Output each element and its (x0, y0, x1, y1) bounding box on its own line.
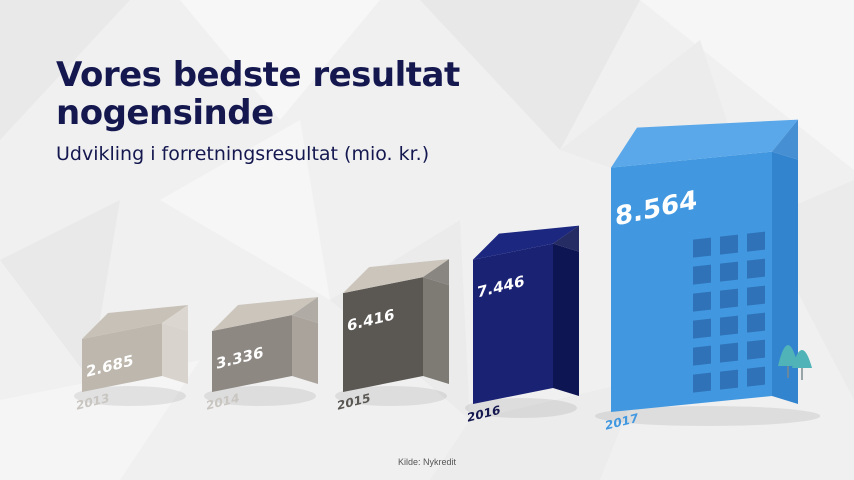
bar-roof (343, 259, 449, 294)
bar-roof (82, 304, 188, 339)
page-title: Vores bedste resultat nogensinde (56, 55, 460, 133)
bar-shadow (594, 406, 821, 426)
bar-roof-gable (772, 119, 798, 160)
bar-roof (212, 296, 318, 331)
bar-front (212, 314, 292, 392)
bar-side (553, 243, 579, 396)
bar-roof (611, 119, 798, 168)
bar-shadow (465, 398, 577, 418)
bar-front (343, 277, 423, 392)
bar-roof-gable (162, 304, 188, 331)
bar-side (772, 151, 798, 404)
bar-shadow (74, 386, 186, 406)
tree-decoration (778, 345, 812, 380)
bar-side (423, 277, 449, 384)
bar-front (473, 243, 553, 404)
bar-side (162, 322, 188, 384)
bar-shadow (204, 386, 316, 406)
bar-windows (693, 231, 765, 393)
bar-front (82, 322, 162, 392)
bar-shadow (335, 386, 447, 406)
bar-roof-gable (423, 259, 449, 286)
source-note: Kilde: Nykredit (397, 457, 457, 467)
bar-roof-gable (292, 296, 318, 323)
page-subtitle: Udvikling i forretningsresultat (mio. kr… (56, 143, 430, 165)
bar-roof (473, 225, 579, 260)
bar-roof-gable (553, 225, 579, 252)
bar-side (292, 314, 318, 384)
